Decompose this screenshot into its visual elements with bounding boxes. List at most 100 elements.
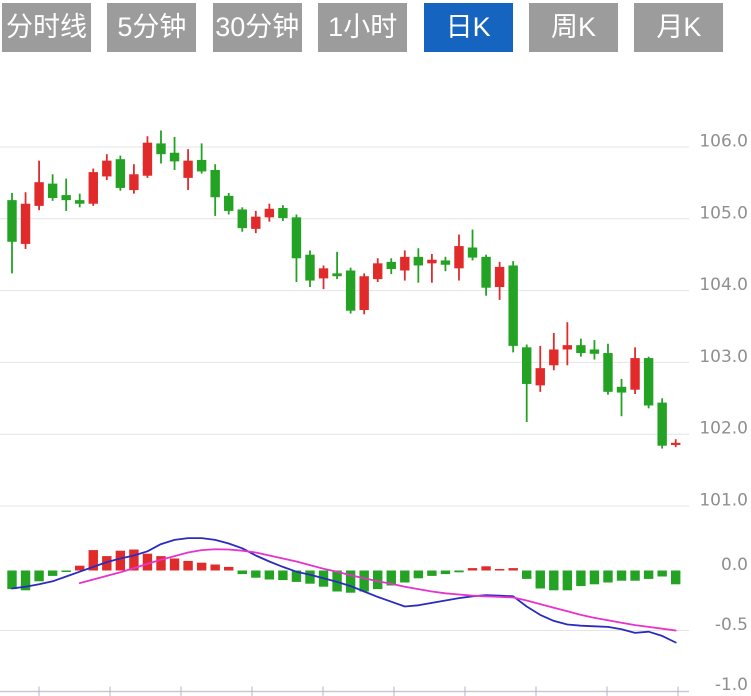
macd-bar-18 — [237, 570, 247, 575]
macd-bar-2 — [20, 570, 31, 591]
candle-body-23 — [305, 254, 315, 281]
macd-bar-4 — [47, 570, 58, 576]
macd-bar-7 — [88, 550, 98, 571]
candle-body-22 — [291, 217, 302, 259]
macd-axis-label-0.0: 0.0 — [721, 555, 748, 575]
macd-bar-17 — [224, 566, 234, 571]
candle-body-45 — [603, 353, 613, 392]
candle-body-19 — [251, 216, 261, 229]
price-axis-label-103.0: 103.0 — [699, 347, 748, 367]
candle-body-12 — [156, 143, 166, 155]
price-axis-label-104.0: 104.0 — [699, 275, 748, 295]
macd-axis-label--0.5: -0.5 — [715, 615, 748, 635]
candle-body-46 — [616, 386, 627, 393]
candle-body-14 — [183, 160, 193, 178]
candle-body-17 — [224, 195, 234, 211]
candle-body-13 — [169, 152, 180, 162]
candle-body-28 — [373, 263, 383, 280]
candle-body-10 — [129, 174, 139, 191]
candle-body-2 — [20, 203, 31, 244]
macd-bar-39 — [522, 570, 532, 579]
macd-bar-9 — [115, 550, 126, 571]
macd-bar-31 — [413, 570, 424, 579]
candle-body-37 — [494, 266, 505, 288]
candle-body-29 — [386, 261, 396, 270]
price-axis-label-106.0: 106.0 — [699, 132, 748, 152]
candle-body-24 — [318, 268, 329, 279]
tab-30min[interactable]: 30分钟 — [212, 3, 302, 52]
dif-line — [11, 537, 677, 644]
macd-bar-42 — [562, 570, 573, 591]
candle-body-26 — [345, 270, 356, 311]
macd-bar-44 — [589, 570, 600, 585]
macd-bar-43 — [576, 570, 586, 587]
candle-body-9 — [115, 159, 126, 188]
candle-body-18 — [237, 209, 247, 229]
candle-body-44 — [589, 349, 600, 354]
candle-body-4 — [47, 183, 58, 198]
candle-body-40 — [535, 368, 545, 386]
macd-bar-36 — [481, 566, 491, 571]
macd-bar-48 — [643, 570, 654, 579]
candle-body-20 — [264, 208, 275, 218]
candle-body-47 — [630, 358, 640, 390]
candle-body-25 — [332, 273, 342, 277]
macd-bar-15 — [196, 562, 207, 571]
tab-1hour[interactable]: 1小时 — [318, 3, 408, 52]
macd-bar-28 — [373, 570, 383, 590]
macd-bar-22 — [291, 570, 302, 582]
macd-bar-49 — [657, 570, 667, 577]
candle-body-31 — [413, 256, 424, 266]
macd-bar-37 — [494, 569, 505, 571]
macd-bar-41 — [549, 570, 559, 591]
macd-bar-14 — [183, 560, 193, 571]
price-axis-label-101.0: 101.0 — [699, 491, 748, 511]
candle-body-34 — [454, 246, 464, 269]
candle-body-8 — [102, 160, 112, 177]
macd-bar-20 — [264, 570, 275, 580]
macd-bar-32 — [427, 570, 437, 576]
macd-bar-30 — [400, 570, 410, 583]
macd-bar-46 — [616, 570, 627, 581]
tab-timeline[interactable]: 分时线 — [2, 3, 91, 52]
dea-line — [78, 548, 677, 632]
candle-body-38 — [508, 265, 518, 346]
candle-body-49 — [657, 402, 667, 446]
macd-bar-8 — [102, 556, 112, 571]
macd-bar-6 — [75, 565, 85, 571]
macd-bar-11 — [142, 553, 153, 571]
macd-bar-45 — [603, 570, 613, 583]
macd-bar-35 — [467, 568, 478, 571]
candle-body-6 — [75, 200, 85, 204]
macd-bar-33 — [440, 570, 451, 575]
macd-bar-50 — [671, 570, 681, 585]
macd-bar-21 — [278, 570, 288, 581]
macd-bar-40 — [535, 570, 545, 589]
price-axis-label-102.0: 102.0 — [699, 419, 748, 439]
tab-weekly-k[interactable]: 周K — [529, 3, 618, 52]
macd-bar-26 — [345, 570, 356, 593]
candle-body-15 — [196, 159, 207, 172]
tab-5min[interactable]: 5分钟 — [107, 3, 197, 52]
macd-bar-13 — [169, 558, 180, 571]
macd-bar-38 — [508, 568, 518, 571]
macd-bar-23 — [305, 570, 315, 584]
macd-bar-16 — [210, 564, 220, 571]
candle-body-1 — [7, 200, 17, 242]
macd-bar-29 — [386, 570, 396, 586]
candle-body-11 — [142, 142, 153, 176]
macd-bar-27 — [359, 570, 369, 592]
macd-bar-12 — [156, 556, 166, 571]
candle-body-41 — [549, 349, 559, 366]
tab-monthly-k[interactable]: 月K — [634, 3, 724, 52]
candle-body-35 — [467, 247, 478, 258]
candle-body-27 — [359, 276, 369, 310]
macd-bar-5 — [61, 570, 71, 572]
candle-body-3 — [34, 182, 44, 206]
candle-body-39 — [522, 347, 532, 384]
tab-daily-k[interactable]: 日K — [423, 3, 513, 52]
macd-bar-34 — [454, 570, 464, 573]
candle-body-36 — [481, 256, 491, 288]
